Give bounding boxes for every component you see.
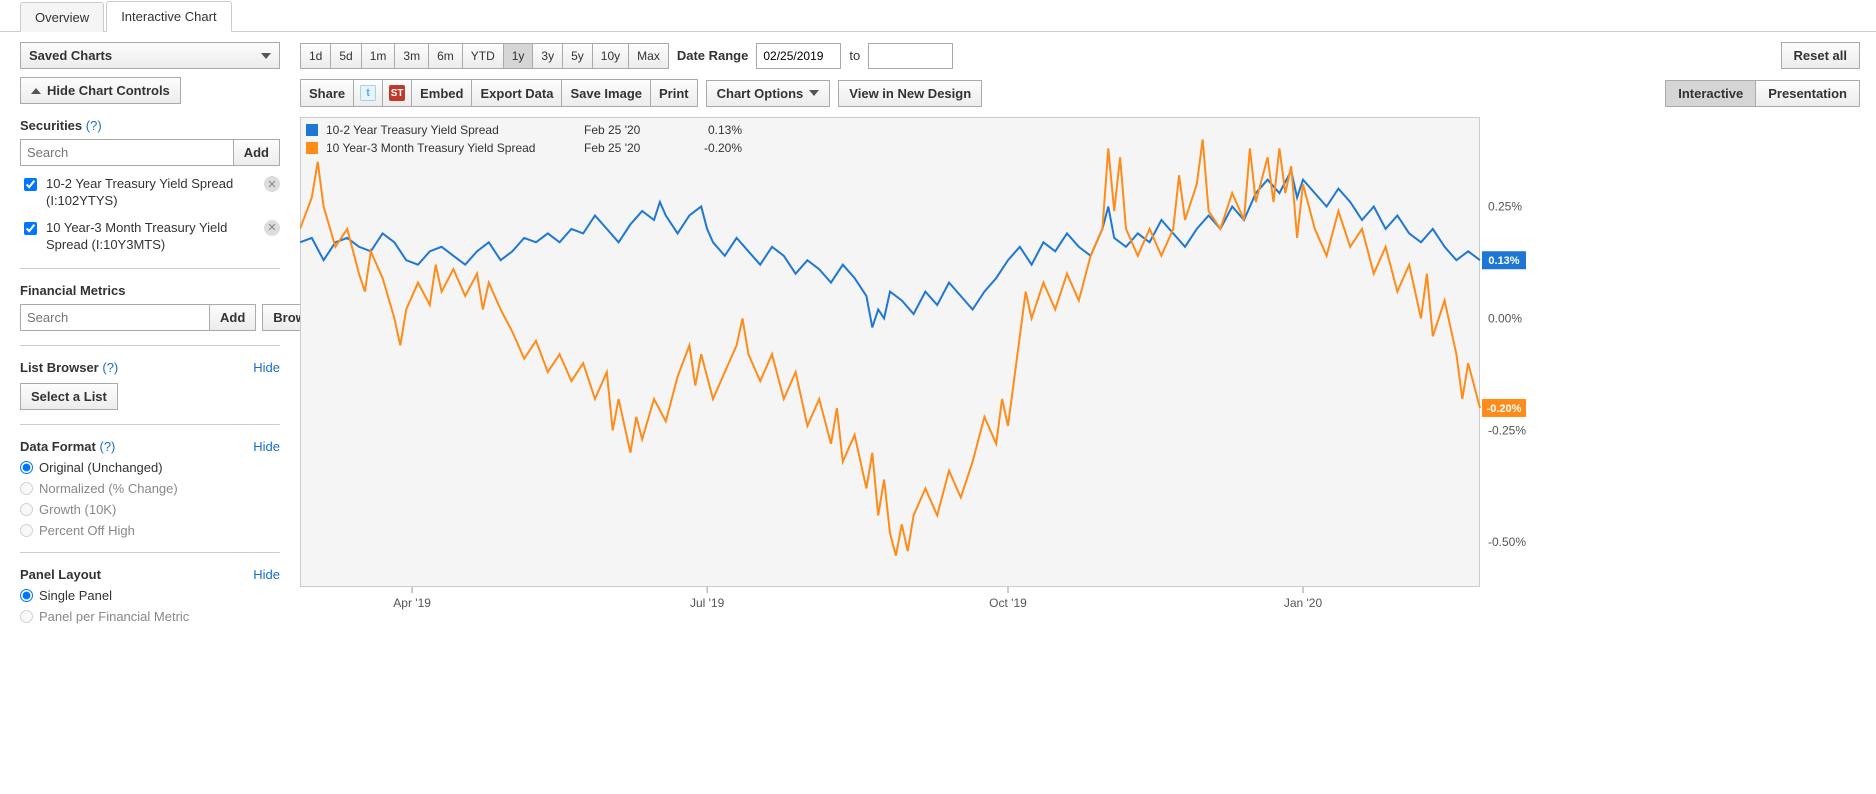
chart-options-label: Chart Options: [717, 86, 804, 101]
svg-text:-0.50%: -0.50%: [1488, 535, 1526, 549]
panel-layout-radio-0[interactable]: [20, 589, 33, 602]
security-label-0: 10-2 Year Treasury Yield Spread (I:102YT…: [46, 176, 258, 210]
range-10y[interactable]: 10y: [592, 43, 629, 69]
data-format-label-2: Growth (10K): [39, 502, 116, 517]
svg-text:Apr '19: Apr '19: [393, 596, 431, 610]
range-3m[interactable]: 3m: [394, 43, 429, 69]
security-remove-0[interactable]: ✕: [264, 176, 280, 192]
interactive-mode-tab[interactable]: Interactive: [1665, 80, 1756, 107]
embed-button[interactable]: Embed: [412, 80, 472, 106]
legend-value-0: 0.13%: [682, 121, 742, 139]
select-list-button[interactable]: Select a List: [20, 383, 118, 410]
svg-text:0.13%: 0.13%: [1488, 255, 1519, 267]
tab-overview[interactable]: Overview: [20, 2, 104, 32]
data-format-title: Data Format: [20, 439, 96, 454]
legend-swatch-1: [306, 142, 318, 154]
share-button[interactable]: Share: [301, 80, 354, 106]
export-data-button[interactable]: Export Data: [472, 80, 562, 106]
twitter-share-icon[interactable]: t: [354, 80, 383, 106]
panel-layout-radio-1: [20, 610, 33, 623]
securities-help-icon[interactable]: (?): [86, 118, 102, 133]
svg-text:-0.25%: -0.25%: [1488, 423, 1526, 437]
save-image-button[interactable]: Save Image: [562, 80, 651, 106]
reset-all-button[interactable]: Reset all: [1781, 42, 1860, 69]
metrics-search-input[interactable]: [20, 304, 210, 331]
legend-date-1: Feb 25 '20: [584, 139, 674, 157]
range-6m[interactable]: 6m: [428, 43, 463, 69]
date-range-label: Date Range: [677, 48, 749, 63]
data-format-radio-2: [20, 503, 33, 516]
legend-value-1: -0.20%: [682, 139, 742, 157]
range-5d[interactable]: 5d: [330, 43, 361, 69]
svg-text:Jul '19: Jul '19: [690, 596, 725, 610]
time-range-group: 1d5d1m3m6mYTD1y3y5y10yMax: [300, 43, 669, 69]
panel-layout-hide[interactable]: Hide: [253, 567, 280, 582]
securities-search-input[interactable]: [20, 139, 234, 166]
security-label-1: 10 Year-3 Month Treasury Yield Spread (I…: [46, 220, 258, 254]
security-remove-1[interactable]: ✕: [264, 220, 280, 236]
securities-add-button[interactable]: Add: [234, 139, 280, 166]
panel-layout-label-1: Panel per Financial Metric: [39, 609, 189, 624]
legend-name-1: 10 Year-3 Month Treasury Yield Spread: [326, 139, 576, 157]
range-1m[interactable]: 1m: [361, 43, 396, 69]
legend-date-0: Feb 25 '20: [584, 121, 674, 139]
hide-controls-label: Hide Chart Controls: [47, 83, 170, 98]
chart-legend: 10-2 Year Treasury Yield Spread Feb 25 '…: [306, 121, 742, 157]
saved-charts-label: Saved Charts: [29, 48, 112, 63]
data-format-radio-3: [20, 524, 33, 537]
chevron-up-icon: [31, 88, 41, 94]
svg-text:0.00%: 0.00%: [1488, 311, 1522, 325]
date-to-input[interactable]: [868, 43, 953, 69]
data-format-radio-1: [20, 482, 33, 495]
panel-layout-title: Panel Layout: [20, 567, 101, 582]
tab-interactive-chart[interactable]: Interactive Chart: [106, 1, 231, 32]
legend-name-0: 10-2 Year Treasury Yield Spread: [326, 121, 576, 139]
securities-title: Securities: [20, 118, 82, 133]
range-3y[interactable]: 3y: [532, 43, 563, 69]
svg-text:Oct '19: Oct '19: [989, 596, 1027, 610]
chart-container: 10-2 Year Treasury Yield Spread Feb 25 '…: [300, 117, 1860, 627]
print-button[interactable]: Print: [651, 80, 697, 106]
security-checkbox-0[interactable]: [24, 178, 37, 191]
saved-charts-dropdown[interactable]: Saved Charts: [20, 42, 280, 69]
data-format-hide[interactable]: Hide: [253, 439, 280, 454]
svg-text:Jan '20: Jan '20: [1284, 596, 1323, 610]
hide-chart-controls-button[interactable]: Hide Chart Controls: [20, 77, 181, 104]
data-format-label-0: Original (Unchanged): [39, 460, 163, 475]
legend-swatch-0: [306, 124, 318, 136]
panel-layout-label-0: Single Panel: [39, 588, 112, 603]
list-browser-help-icon[interactable]: (?): [102, 360, 118, 375]
data-format-label-3: Percent Off High: [39, 523, 135, 538]
stocktwits-share-icon[interactable]: ST: [383, 80, 412, 106]
range-1y[interactable]: 1y: [503, 43, 534, 69]
range-5y[interactable]: 5y: [562, 43, 593, 69]
date-from-input[interactable]: [756, 43, 841, 69]
range-1d[interactable]: 1d: [300, 43, 331, 69]
chevron-down-icon: [261, 53, 271, 59]
data-format-radio-0[interactable]: [20, 461, 33, 474]
chart-options-button[interactable]: Chart Options: [706, 80, 831, 107]
share-button-group: Share t ST Embed Export Data Save Image …: [300, 79, 698, 107]
metrics-add-button[interactable]: Add: [210, 304, 256, 331]
list-browser-title: List Browser: [20, 360, 99, 375]
svg-text:0.25%: 0.25%: [1488, 200, 1522, 214]
range-Max[interactable]: Max: [628, 43, 669, 69]
security-checkbox-1[interactable]: [24, 222, 37, 235]
data-format-label-1: Normalized (% Change): [39, 481, 178, 496]
data-format-help-icon[interactable]: (?): [99, 439, 115, 454]
yield-spread-chart[interactable]: 0.25% 0.00% -0.25% -0.50% Apr '19 Jul '19 Oct …: [300, 117, 1530, 627]
list-browser-hide[interactable]: Hide: [253, 360, 280, 375]
chevron-down-icon: [809, 90, 819, 96]
date-to-label: to: [849, 48, 860, 63]
financial-metrics-title: Financial Metrics: [20, 283, 125, 298]
view-new-design-button[interactable]: View in New Design: [838, 80, 982, 107]
range-YTD[interactable]: YTD: [462, 43, 504, 69]
svg-text:-0.20%: -0.20%: [1487, 403, 1522, 415]
presentation-mode-tab[interactable]: Presentation: [1755, 80, 1860, 107]
